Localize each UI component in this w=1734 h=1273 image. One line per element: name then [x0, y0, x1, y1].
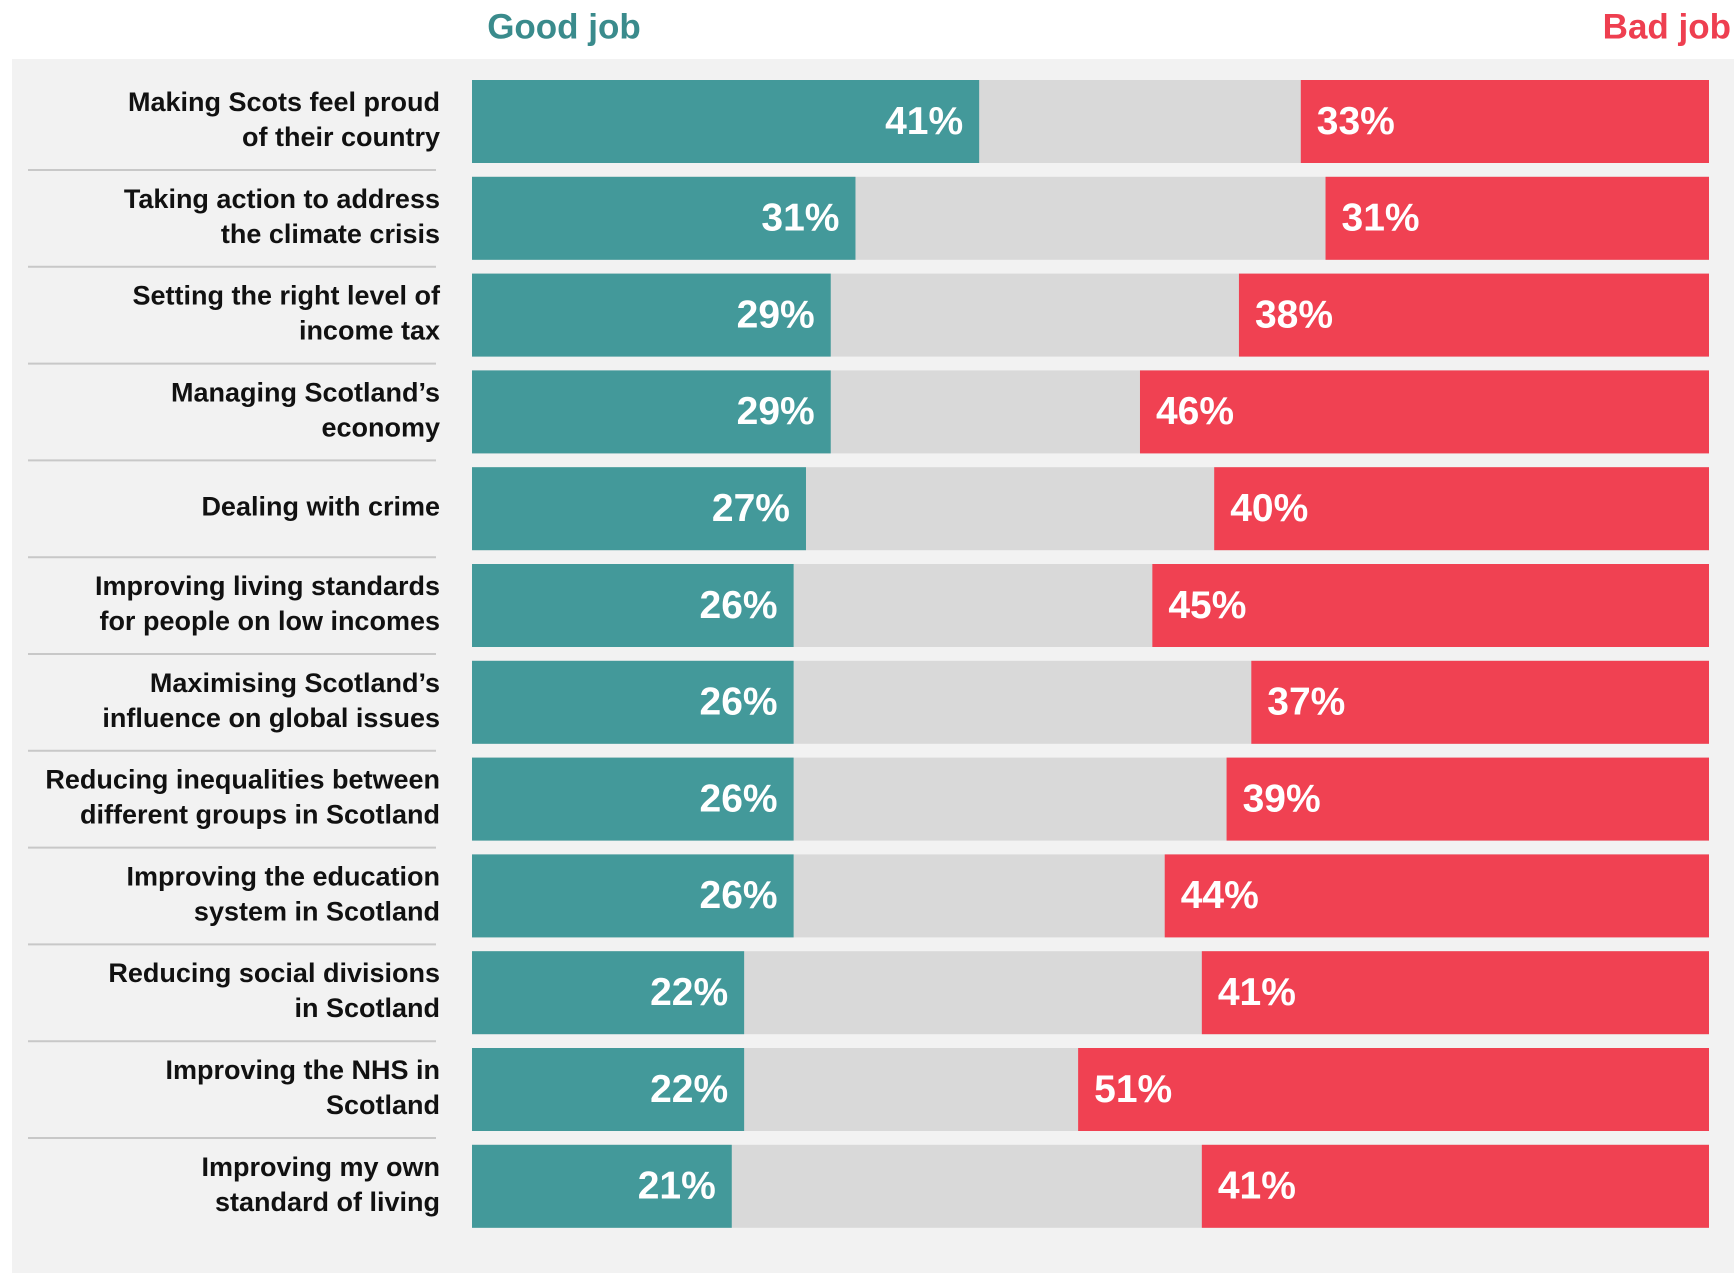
category-label: Reducing social divisions in Scotland: [108, 958, 440, 1023]
bad-bar: [1152, 564, 1709, 647]
bad-bar: [1238, 273, 1709, 357]
good-bar: [472, 176, 856, 260]
good-bar: [472, 1144, 732, 1228]
bad-label: 44%: [1181, 874, 1259, 917]
good-label: 22%: [650, 971, 728, 1014]
bad-label: 41%: [1218, 971, 1296, 1014]
good-bar: [472, 80, 980, 163]
bad-label: 51%: [1094, 1068, 1172, 1111]
good-label: 26%: [700, 777, 778, 820]
bad-bar: [1214, 467, 1709, 551]
bad-bar: [1251, 660, 1709, 744]
category-label: Improving the NHS in Scotland: [165, 1055, 440, 1120]
category-label: Maximising Scotland’s influence on global…: [102, 668, 440, 733]
bad-label: 39%: [1243, 777, 1321, 820]
bad-bar: [1325, 176, 1709, 260]
bad-label: 40%: [1230, 487, 1308, 530]
category-label: Reducing inequalities between different g…: [45, 765, 440, 830]
good-bar: [472, 273, 831, 357]
good-bar: [472, 854, 794, 938]
bad-bar: [1300, 80, 1709, 163]
good-label: 22%: [650, 1068, 728, 1111]
good-label: 41%: [885, 100, 963, 143]
good-bar: [472, 370, 831, 454]
good-label: 27%: [712, 487, 790, 530]
category-label: Taking action to address the climate cris…: [124, 184, 440, 249]
good-bar: [472, 660, 794, 744]
good-header: Good job: [487, 7, 641, 46]
good-label: 31%: [761, 197, 839, 240]
bad-bar: [1226, 757, 1709, 841]
good-bar: [472, 951, 745, 1035]
good-label: 26%: [700, 681, 778, 724]
category-label: Setting the right level of income tax: [132, 281, 441, 346]
category-label: Making Scots feel proud of their country: [128, 87, 440, 152]
bad-header: Bad job: [1603, 7, 1731, 46]
good-bar: [472, 1048, 745, 1131]
good-label: 26%: [700, 584, 778, 627]
bad-bar: [1201, 951, 1709, 1035]
good-bar: [472, 564, 794, 647]
bad-label: 46%: [1156, 390, 1234, 433]
category-label: Dealing with crime: [201, 492, 440, 522]
category-label: Improving living standards for people on …: [95, 571, 440, 636]
category-label: Managing Scotland’s economy: [171, 378, 440, 443]
category-label: Improving my own standard of living: [201, 1152, 440, 1217]
good-label: 29%: [737, 390, 815, 433]
bad-label: 37%: [1267, 681, 1345, 724]
bad-label: 45%: [1168, 584, 1246, 627]
bad-bar: [1078, 1048, 1709, 1131]
bad-bar: [1201, 1144, 1709, 1228]
good-bar: [472, 467, 806, 551]
good-label: 21%: [638, 1165, 716, 1208]
bad-label: 41%: [1218, 1165, 1296, 1208]
category-label: Improving the education system in Scotlan…: [126, 862, 440, 927]
good-bar: [472, 757, 794, 841]
bad-label: 33%: [1317, 100, 1395, 143]
good-label: 29%: [737, 293, 815, 336]
bad-label: 31%: [1342, 197, 1420, 240]
bad-bar: [1164, 854, 1709, 938]
good-label: 26%: [700, 874, 778, 917]
bad-label: 38%: [1255, 293, 1333, 336]
bad-bar: [1139, 370, 1709, 454]
